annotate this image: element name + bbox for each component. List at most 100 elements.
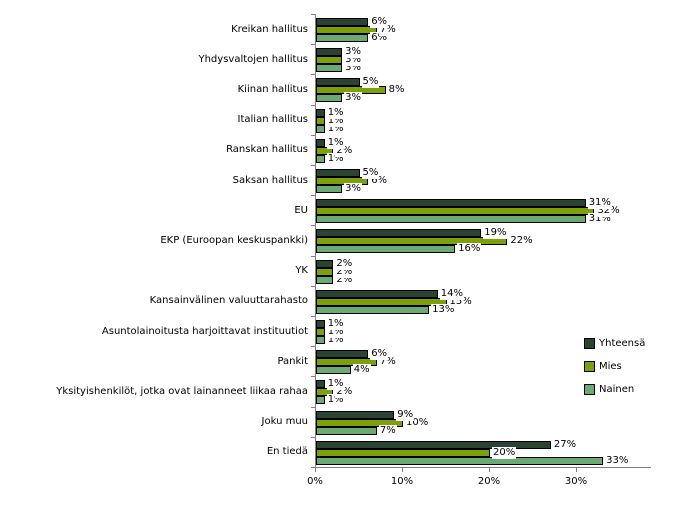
bar-yhteensä	[316, 259, 334, 268]
bar-mies	[316, 207, 595, 216]
bar-yhteensä	[316, 229, 482, 238]
y-axis-tick	[311, 285, 315, 287]
category-axis: Kreikan hallitus Yhdysvaltojen hallitus Ki…	[0, 14, 308, 467]
value-label: 9%	[396, 408, 415, 421]
category-label: Yksityishenkilöt, jotka ovat lainanneet …	[56, 385, 308, 397]
bar-yhteensä	[316, 18, 369, 26]
legend-swatch	[584, 338, 595, 349]
bar-mies	[316, 56, 343, 65]
category-label: Kansainvälinen valuuttarahasto	[149, 295, 308, 307]
bar-mies	[316, 177, 369, 185]
bar-yhteensä	[316, 169, 360, 177]
value-label: 3%	[344, 46, 362, 59]
y-axis-tick	[311, 255, 315, 257]
x-tick-label: 30%	[564, 476, 588, 487]
bar-nainen	[316, 154, 325, 163]
bar-yhteensä	[316, 380, 325, 389]
y-axis-tick	[311, 104, 315, 106]
category-label: Italian hallitus	[237, 114, 308, 126]
legend-label: Mies	[599, 361, 622, 372]
value-label: 1%	[326, 136, 345, 149]
category-label: Saksan hallitus	[232, 174, 308, 186]
x-axis-tick	[402, 467, 403, 472]
bar-nainen	[316, 124, 325, 133]
bar-yhteensä	[316, 410, 395, 419]
value-label: 3%	[344, 92, 362, 105]
x-tick-label: 0%	[307, 476, 323, 487]
x-axis-tick	[315, 467, 316, 472]
value-label: 16%	[457, 243, 482, 256]
bar-yhteensä	[316, 78, 360, 87]
category-label: Asuntolainoitusta harjoittavat instituut…	[101, 325, 308, 337]
bar-mies	[316, 358, 377, 367]
bar-nainen	[316, 305, 430, 314]
bar-nainen	[316, 456, 604, 465]
category-label: YK	[295, 265, 308, 277]
category-label: Kreikan hallitus	[231, 23, 308, 35]
y-axis-tick	[311, 376, 315, 378]
legend-label: Yhteensä	[599, 338, 646, 349]
category-label: EKP (Euroopan keskuspankki)	[160, 234, 308, 246]
value-label: 3%	[344, 183, 362, 195]
bar-nainen	[316, 245, 456, 254]
bar-mies	[316, 328, 325, 336]
y-axis-tick	[311, 406, 315, 408]
bar-mies	[316, 116, 325, 125]
bar-nainen	[316, 426, 377, 435]
bar-nainen	[316, 94, 343, 103]
category-label: En tiedä	[266, 446, 308, 458]
category-label: Pankit	[277, 355, 308, 367]
x-axis-line	[315, 467, 651, 468]
value-label: 5%	[361, 76, 380, 89]
bar-yhteensä	[316, 48, 343, 57]
category-label: Yhdysvaltojen hallitus	[198, 53, 308, 65]
bar-nainen	[316, 396, 325, 405]
y-axis-tick	[311, 134, 315, 136]
legend-swatch	[584, 384, 595, 395]
y-axis-tick	[311, 165, 315, 166]
bar-nainen	[316, 34, 369, 42]
value-label: 1%	[326, 378, 345, 391]
bar-mies	[316, 267, 334, 276]
legend-item: Mies	[584, 361, 645, 372]
value-label: 4%	[352, 364, 371, 377]
bar-nainen	[316, 366, 351, 375]
bar-mies	[316, 297, 447, 306]
value-label: 6%	[370, 16, 389, 28]
x-axis-tick	[576, 467, 577, 472]
y-axis-tick	[311, 436, 315, 438]
value-label: 22%	[509, 235, 534, 248]
legend-label: Nainen	[599, 384, 635, 395]
value-label: 5%	[361, 167, 380, 179]
y-axis-tick	[311, 346, 315, 348]
y-axis-tick	[311, 316, 315, 317]
value-label: 31%	[587, 197, 612, 210]
bar-mies	[316, 418, 403, 427]
x-tick-label: 10%	[390, 476, 414, 487]
value-label: 1%	[326, 318, 345, 330]
bar-nainen	[316, 185, 343, 193]
y-axis-tick	[311, 44, 315, 46]
value-label: 27%	[552, 438, 578, 451]
category-label: Ranskan hallitus	[226, 144, 308, 156]
category-label: Joku muu	[261, 416, 308, 428]
bar-yhteensä	[316, 199, 586, 208]
bar-nainen	[316, 275, 334, 284]
bar-nainen	[316, 336, 325, 344]
bar-mies	[316, 388, 334, 397]
bar-mies	[316, 448, 490, 457]
category-label: EU	[294, 204, 308, 216]
bar-nainen	[316, 215, 586, 224]
y-axis-tick	[311, 195, 315, 197]
y-axis-tick	[311, 74, 315, 76]
bar-yhteensä	[316, 350, 369, 359]
legend-swatch	[584, 361, 595, 372]
y-axis-line	[315, 14, 316, 467]
value-label: 33%	[605, 454, 630, 467]
bar-yhteensä	[316, 138, 325, 147]
value-label: 1%	[326, 106, 345, 119]
bar-yhteensä	[316, 108, 325, 117]
value-label: 2%	[335, 257, 354, 270]
plot-area: 6% 7% 6% 3% 3% 3% 5% 8% 3% 1% 1% 1% 1% 2% 1% 5% 6% 3% 31% 3…	[316, 14, 656, 467]
